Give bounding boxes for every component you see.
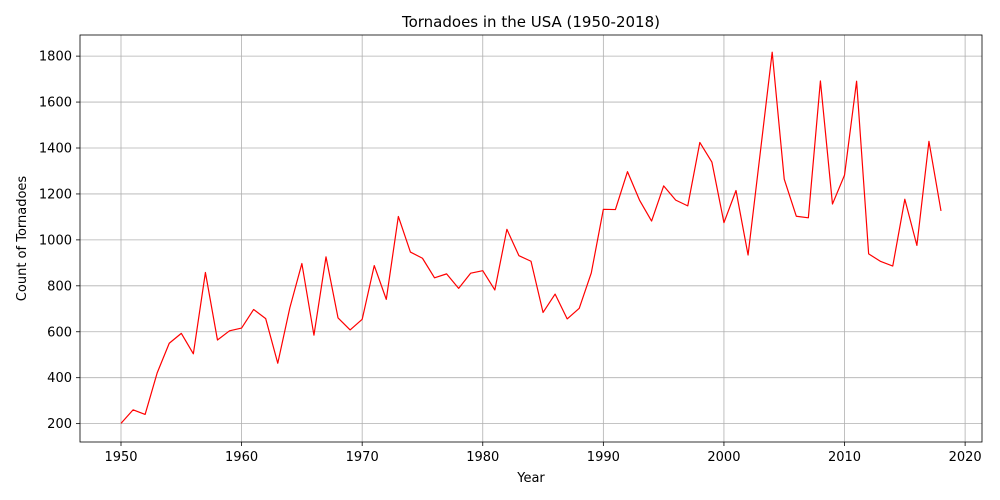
y-tick-label: 1400 [39,142,72,157]
x-tick-label: 2020 [949,450,982,465]
x-tick-label: 1970 [346,450,379,465]
y-tick-label: 1200 [39,187,72,202]
y-tick-label: 1000 [39,233,72,248]
data-series [120,51,942,424]
y-tick-label: 400 [47,371,72,386]
y-tick-label: 200 [47,417,72,432]
tornado-count-line [120,51,942,424]
plot-background [80,35,982,442]
x-tick-label: 2010 [828,450,861,465]
y-tick-label: 1600 [39,96,72,111]
plot-frame [79,34,983,443]
x-tick-label: 1960 [225,450,258,465]
chart-title: Tornadoes in the USA (1950-2018) [401,13,660,31]
x-tick-label: 2000 [707,450,740,465]
y-tick-label: 1800 [39,50,72,65]
x-axis-title: Year [516,471,545,486]
x-tick-label: 1950 [104,450,137,465]
axis-ticks: 1950 1960 1970 1980 1990 2000 2010 2020 200 400 60… [39,50,982,465]
y-axis-title: Count of Tornadoes [15,176,30,302]
x-tick-label: 1990 [587,450,620,465]
y-tick-label: 800 [47,279,72,294]
x-tick-label: 1980 [466,450,499,465]
y-tick-label: 600 [47,325,72,340]
